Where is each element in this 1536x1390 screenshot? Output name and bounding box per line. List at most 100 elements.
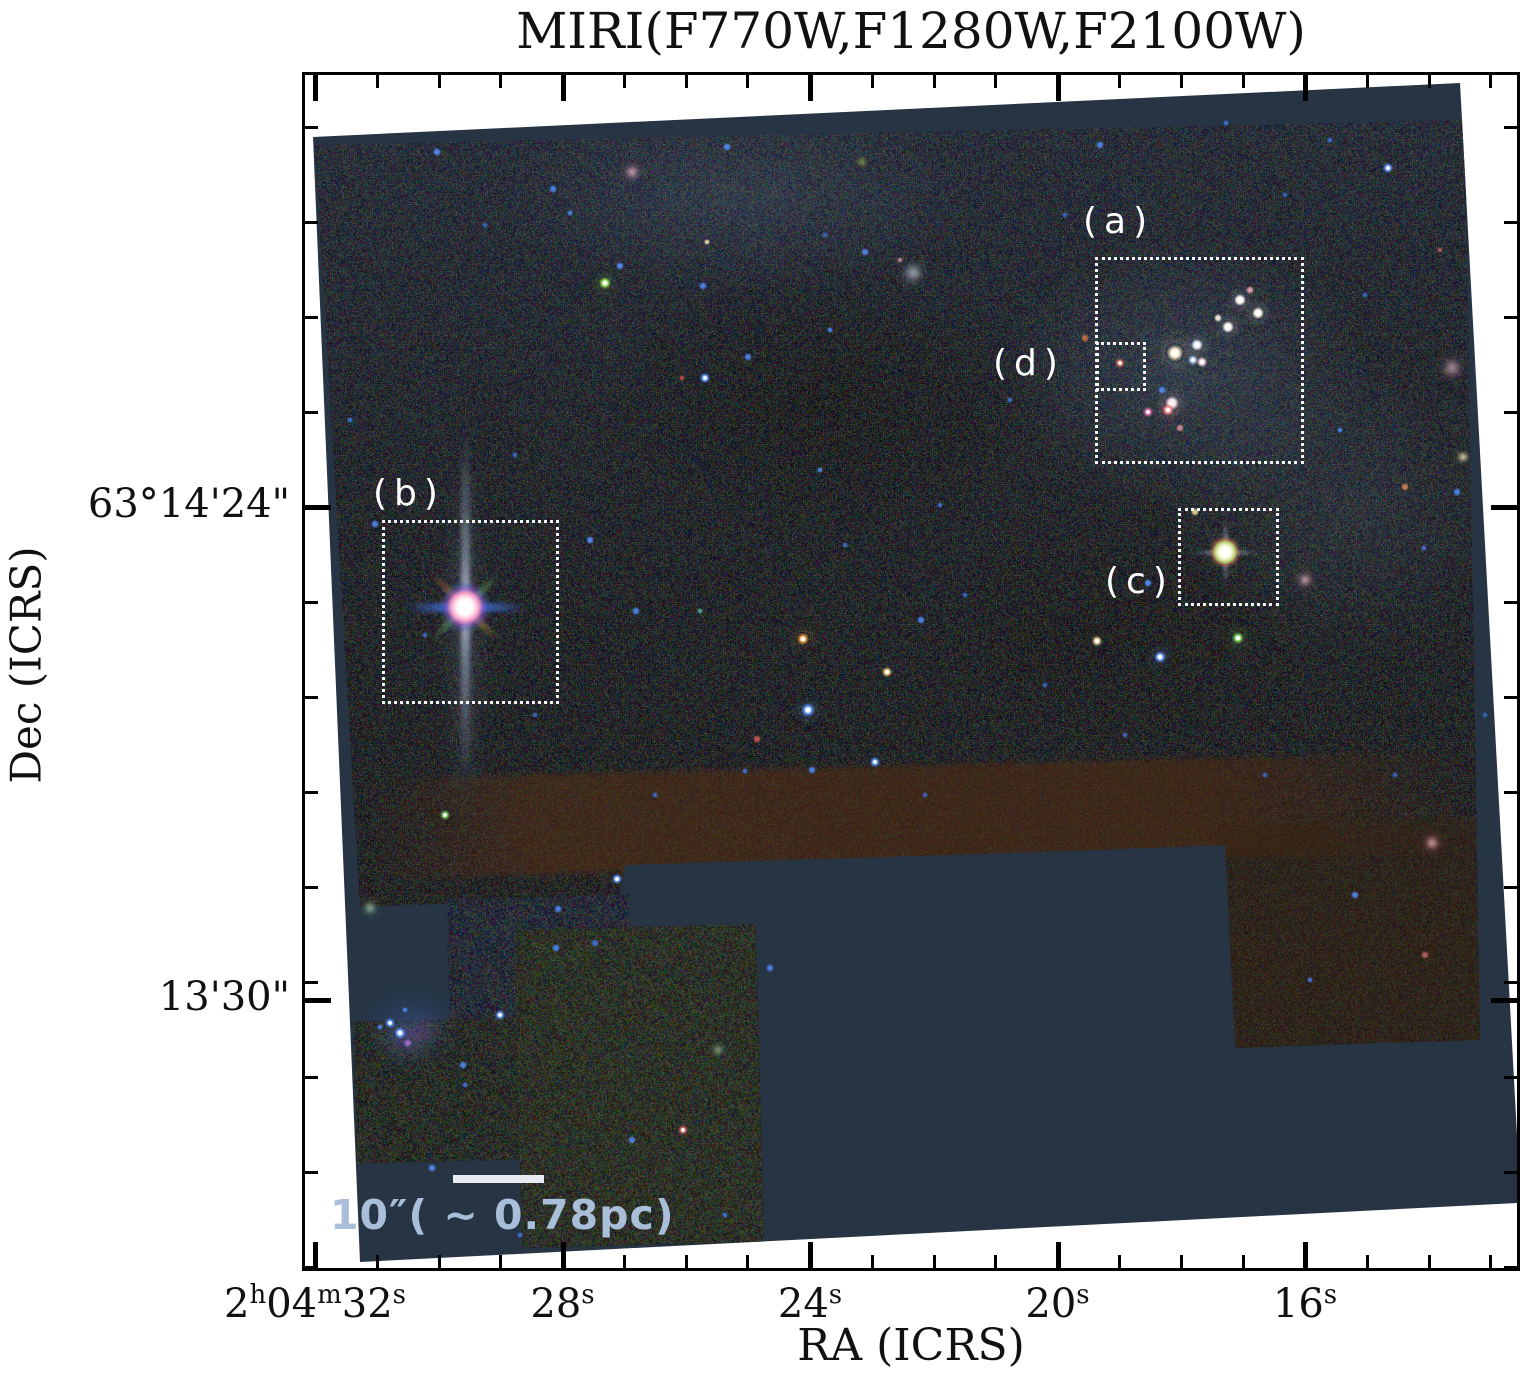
- star: [1220, 319, 1236, 335]
- star: [551, 943, 561, 953]
- star: [1481, 711, 1489, 719]
- star: [1443, 359, 1461, 377]
- star: [494, 1009, 506, 1021]
- y-axis-label: Dec (ICRS): [1, 546, 51, 784]
- star: [1230, 630, 1246, 646]
- tick-mark: [437, 1255, 441, 1268]
- x-tick-label-4: 16s: [1272, 1280, 1338, 1327]
- tick-mark: [305, 1265, 318, 1269]
- star: [821, 231, 829, 239]
- star: [857, 157, 867, 167]
- star: [1336, 426, 1344, 434]
- tick-mark: [560, 75, 566, 101]
- star: [678, 374, 686, 382]
- region-box-b: [382, 520, 559, 704]
- tick-mark: [437, 75, 441, 88]
- tick-mark: [993, 75, 997, 88]
- tick-mark: [993, 1255, 997, 1268]
- star: [677, 1124, 689, 1136]
- star: [1436, 246, 1444, 254]
- tick-mark: [305, 885, 318, 889]
- tick-mark: [560, 1242, 566, 1268]
- star: [392, 1025, 408, 1041]
- star: [624, 164, 640, 180]
- star: [1222, 119, 1230, 127]
- star: [698, 281, 708, 291]
- star: [961, 591, 969, 599]
- tick-mark: [745, 1255, 749, 1268]
- star: [869, 756, 881, 768]
- star: [1281, 191, 1289, 199]
- star: [631, 606, 641, 616]
- tick-mark: [870, 1255, 874, 1268]
- x-tick-label-3: 20s: [1025, 1280, 1090, 1327]
- star: [1114, 357, 1126, 369]
- star: [548, 184, 558, 194]
- tick-mark: [305, 695, 318, 699]
- star: [346, 416, 354, 424]
- tick-mark: [1055, 75, 1061, 101]
- star: [921, 791, 929, 799]
- tick-mark: [375, 75, 379, 88]
- star: [585, 535, 595, 545]
- star: [936, 501, 944, 509]
- star: [590, 938, 600, 948]
- tick-mark: [932, 1255, 936, 1268]
- star: [439, 809, 451, 821]
- star: [1457, 451, 1469, 463]
- star: [743, 352, 753, 362]
- region-label-d: (d): [993, 343, 1065, 384]
- star: [795, 631, 811, 647]
- star: [1061, 211, 1069, 219]
- tick-mark: [808, 75, 813, 101]
- tick-mark: [1303, 75, 1308, 101]
- tick-mark: [1504, 980, 1517, 984]
- star: [841, 541, 849, 549]
- star: [566, 209, 574, 217]
- star: [703, 238, 711, 246]
- star: [458, 1060, 468, 1070]
- tick-mark: [305, 125, 318, 129]
- x-tick-label-1: 28s: [530, 1280, 595, 1327]
- tick-mark: [313, 1242, 318, 1268]
- region-box-d: [1096, 342, 1146, 391]
- star: [627, 1135, 637, 1145]
- tick-mark: [305, 220, 318, 224]
- tick-mark: [305, 600, 318, 604]
- tick-mark: [1365, 1255, 1369, 1268]
- star: [752, 734, 762, 744]
- y-tick-label-dec-14-24: 63°14'24": [87, 481, 290, 527]
- star: [370, 519, 380, 529]
- tick-mark: [305, 315, 318, 319]
- tick-mark: [305, 1075, 318, 1079]
- tick-mark: [684, 75, 688, 88]
- region-label-b: (b): [373, 473, 445, 514]
- star: [1041, 681, 1049, 689]
- region-box-c: [1178, 508, 1279, 606]
- tick-mark: [1491, 505, 1517, 510]
- star: [1189, 337, 1205, 353]
- tick-mark: [305, 998, 331, 1003]
- star: [1157, 385, 1167, 395]
- star: [1391, 771, 1399, 779]
- tick-mark: [932, 75, 936, 88]
- star: [712, 1044, 724, 1056]
- star: [1121, 731, 1129, 739]
- tick-mark: [1179, 75, 1183, 88]
- star: [1165, 343, 1185, 363]
- tick-mark: [1117, 75, 1121, 88]
- star: [597, 275, 613, 291]
- star: [403, 1038, 413, 1048]
- star: [699, 372, 711, 384]
- tick-mark: [1241, 1255, 1245, 1268]
- star: [1297, 572, 1313, 588]
- tick-mark: [1504, 1170, 1517, 1174]
- star: [807, 765, 817, 775]
- tick-mark: [305, 1170, 318, 1174]
- star: [741, 767, 749, 775]
- field-patch: [1221, 819, 1480, 1048]
- star: [427, 1163, 437, 1173]
- star: [511, 451, 519, 459]
- star: [1424, 835, 1440, 851]
- tick-mark: [1504, 1075, 1517, 1079]
